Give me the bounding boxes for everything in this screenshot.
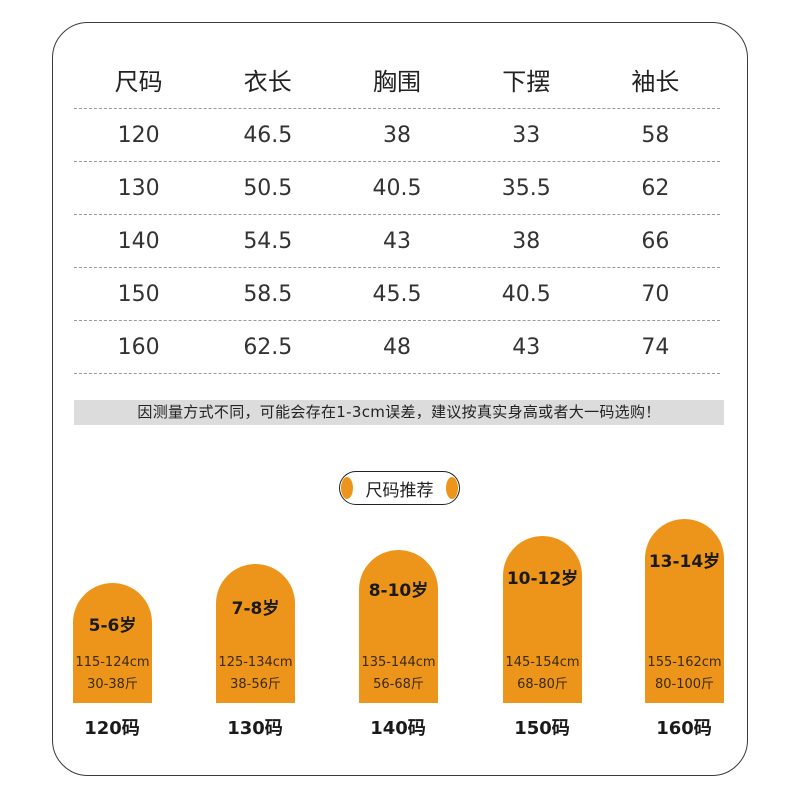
table-cell: 35.5 xyxy=(501,175,551,201)
badge-right-dot xyxy=(446,477,458,499)
table-row: 120 46.5 38 33 58 xyxy=(74,109,720,162)
size-label: 140码 xyxy=(370,718,426,739)
table-cell: 120 xyxy=(117,122,160,148)
table-cell: 62 xyxy=(641,175,670,201)
recommend-title-badge: 尺码推荐 xyxy=(339,471,460,505)
age-range: 10-12岁 xyxy=(506,569,579,589)
header-chest: 胸围 xyxy=(373,67,421,96)
table-cell: 140 xyxy=(117,228,160,254)
height-range: 145-154cm xyxy=(505,655,580,670)
weight-range: 38-56斤 xyxy=(230,677,281,692)
table-cell: 66 xyxy=(641,228,670,254)
size-chart-card xyxy=(52,22,748,776)
table-row: 160 62.5 48 43 74 xyxy=(74,321,720,374)
size-label: 160码 xyxy=(656,718,712,739)
table-cell: 38 xyxy=(512,228,541,254)
header-hem: 下摆 xyxy=(502,67,551,96)
table-cell: 46.5 xyxy=(243,122,293,148)
size-arch-140: 8-10岁 135-144cm 56-68斤 xyxy=(359,550,438,703)
table-cell: 50.5 xyxy=(243,175,293,201)
size-table: 尺码 衣长 胸围 下摆 袖长 120 46.5 38 33 58 130 50.… xyxy=(74,50,720,374)
age-range: 13-14岁 xyxy=(648,552,721,572)
age-range: 8-10岁 xyxy=(368,581,429,601)
weight-range: 30-38斤 xyxy=(87,677,138,692)
table-cell: 43 xyxy=(512,334,541,360)
table-cell: 45.5 xyxy=(372,281,422,307)
table-cell: 70 xyxy=(641,281,670,307)
badge-left-dot xyxy=(341,477,353,499)
table-header-row: 尺码 衣长 胸围 下摆 袖长 xyxy=(74,50,720,109)
table-cell: 40.5 xyxy=(501,281,551,307)
table-cell: 40.5 xyxy=(372,175,422,201)
weight-range: 56-68斤 xyxy=(373,677,424,692)
age-range: 5-6岁 xyxy=(88,616,137,636)
height-range: 135-144cm xyxy=(361,655,436,670)
size-arch-150: 10-12岁 145-154cm 68-80斤 xyxy=(503,536,582,703)
height-range: 155-162cm xyxy=(647,655,722,670)
table-cell: 150 xyxy=(117,281,160,307)
age-range: 7-8岁 xyxy=(231,599,280,619)
measurement-note: 因测量方式不同，可能会存在1-3cm误差，建议按真实身高或者大一码选购！ xyxy=(74,400,724,425)
table-cell: 58 xyxy=(641,122,670,148)
header-length: 衣长 xyxy=(243,67,292,96)
table-cell: 160 xyxy=(117,334,160,360)
header-size: 尺码 xyxy=(114,67,163,96)
table-row: 150 58.5 45.5 40.5 70 xyxy=(74,268,720,321)
table-row: 130 50.5 40.5 35.5 62 xyxy=(74,162,720,215)
height-range: 115-124cm xyxy=(75,655,150,670)
weight-range: 80-100斤 xyxy=(654,677,715,692)
size-label: 150码 xyxy=(514,718,570,739)
table-cell: 62.5 xyxy=(243,334,293,360)
table-cell: 43 xyxy=(383,228,411,254)
table-cell: 58.5 xyxy=(243,281,293,307)
table-cell: 33 xyxy=(512,122,541,148)
table-cell: 130 xyxy=(117,175,160,201)
size-arch-160: 13-14岁 155-162cm 80-100斤 xyxy=(645,519,724,703)
table-cell: 38 xyxy=(383,122,411,148)
table-cell: 54.5 xyxy=(243,228,293,254)
size-arch-120: 5-6岁 115-124cm 30-38斤 xyxy=(73,583,152,703)
table-row: 140 54.5 43 38 66 xyxy=(74,215,720,268)
height-range: 125-134cm xyxy=(218,655,293,670)
size-arch-130: 7-8岁 125-134cm 38-56斤 xyxy=(216,564,295,703)
header-sleeve: 袖长 xyxy=(631,67,680,96)
weight-range: 68-80斤 xyxy=(517,677,568,692)
recommend-title: 尺码推荐 xyxy=(365,480,434,501)
table-cell: 48 xyxy=(383,334,411,360)
size-label: 120码 xyxy=(84,718,140,739)
table-cell: 74 xyxy=(641,334,670,360)
size-label: 130码 xyxy=(227,718,283,739)
